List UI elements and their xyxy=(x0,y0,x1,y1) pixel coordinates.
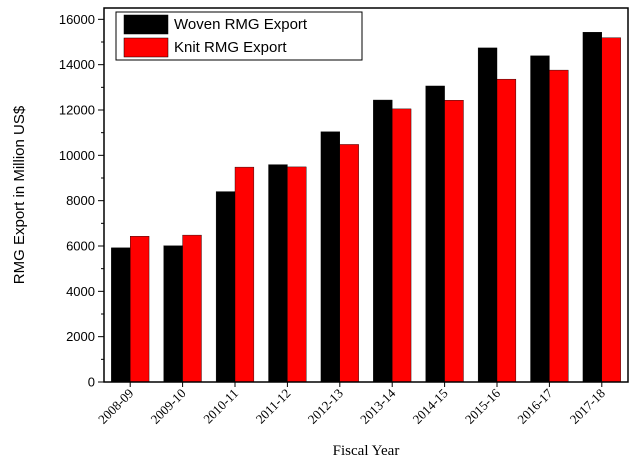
bar-knit-2008-09 xyxy=(129,236,150,383)
bar-woven-2014-15 xyxy=(425,85,445,383)
y-tick-label: 14000 xyxy=(59,57,95,72)
bar-knit-2012-13 xyxy=(339,144,359,383)
bar-knit-2010-11 xyxy=(234,166,255,383)
x-tick-label: 2016-17 xyxy=(514,385,556,427)
bars-layer xyxy=(111,32,621,383)
legend-swatch-knit xyxy=(123,37,169,58)
legend-label-knit: Knit RMG Export xyxy=(174,39,287,56)
y-tick-label: 6000 xyxy=(66,239,95,254)
legend: Woven RMG Export Knit RMG Export xyxy=(115,11,363,61)
bar-knit-2014-15 xyxy=(444,100,464,383)
y-tick-label: 12000 xyxy=(59,103,95,118)
y-axis: 0 2000 4000 6000 8000 10000 12000 14000 16000 xyxy=(59,12,104,390)
bar-knit-2013-14 xyxy=(392,108,412,383)
bar-woven-2012-13 xyxy=(320,131,341,383)
bar-woven-2015-16 xyxy=(477,47,498,383)
bar-knit-2011-12 xyxy=(287,166,307,383)
bar-knit-2015-16 xyxy=(496,78,517,383)
bar-knit-2017-18 xyxy=(601,37,621,383)
y-tick-label: 0 xyxy=(88,375,95,390)
x-tick-label: 2017-18 xyxy=(567,386,608,427)
x-tick-label: 2013-14 xyxy=(357,385,399,427)
bar-woven-2016-17 xyxy=(530,55,550,383)
bar-woven-2009-10 xyxy=(163,245,183,383)
y-tick-label: 16000 xyxy=(59,12,95,27)
bar-woven-2013-14 xyxy=(373,99,393,383)
bar-woven-2008-09 xyxy=(111,247,131,383)
x-tick-label: 2008-09 xyxy=(95,386,136,427)
x-tick-label: 2012-13 xyxy=(305,386,346,427)
x-axis: 2008-09 2009-10 2010-11 2011-12 2012-13 2013-… xyxy=(95,382,608,427)
legend-label-woven: Woven RMG Export xyxy=(174,16,308,33)
plot-frame xyxy=(103,7,629,383)
y-tick-label: 10000 xyxy=(59,148,95,163)
y-tick-label: 4000 xyxy=(66,284,95,299)
bar-knit-2016-17 xyxy=(549,69,569,383)
x-tick-label: 2014-15 xyxy=(409,386,450,427)
bar-woven-2010-11 xyxy=(215,191,236,383)
x-tick-label: 2010-11 xyxy=(200,386,241,427)
y-tick-label: 8000 xyxy=(66,193,95,208)
y-axis-title: RMG Export in Million US$ xyxy=(11,105,28,284)
bar-woven-2011-12 xyxy=(268,164,288,383)
legend-swatch-woven xyxy=(123,14,169,35)
x-axis-title: Fiscal Year xyxy=(333,443,400,459)
y-tick-label: 2000 xyxy=(66,329,95,344)
x-tick-label: 2011-12 xyxy=(253,386,294,427)
x-tick-label: 2015-16 xyxy=(462,385,504,427)
bar-knit-2009-10 xyxy=(182,234,202,383)
x-tick-label: 2009-10 xyxy=(147,386,188,427)
bar-woven-2017-18 xyxy=(582,32,603,383)
